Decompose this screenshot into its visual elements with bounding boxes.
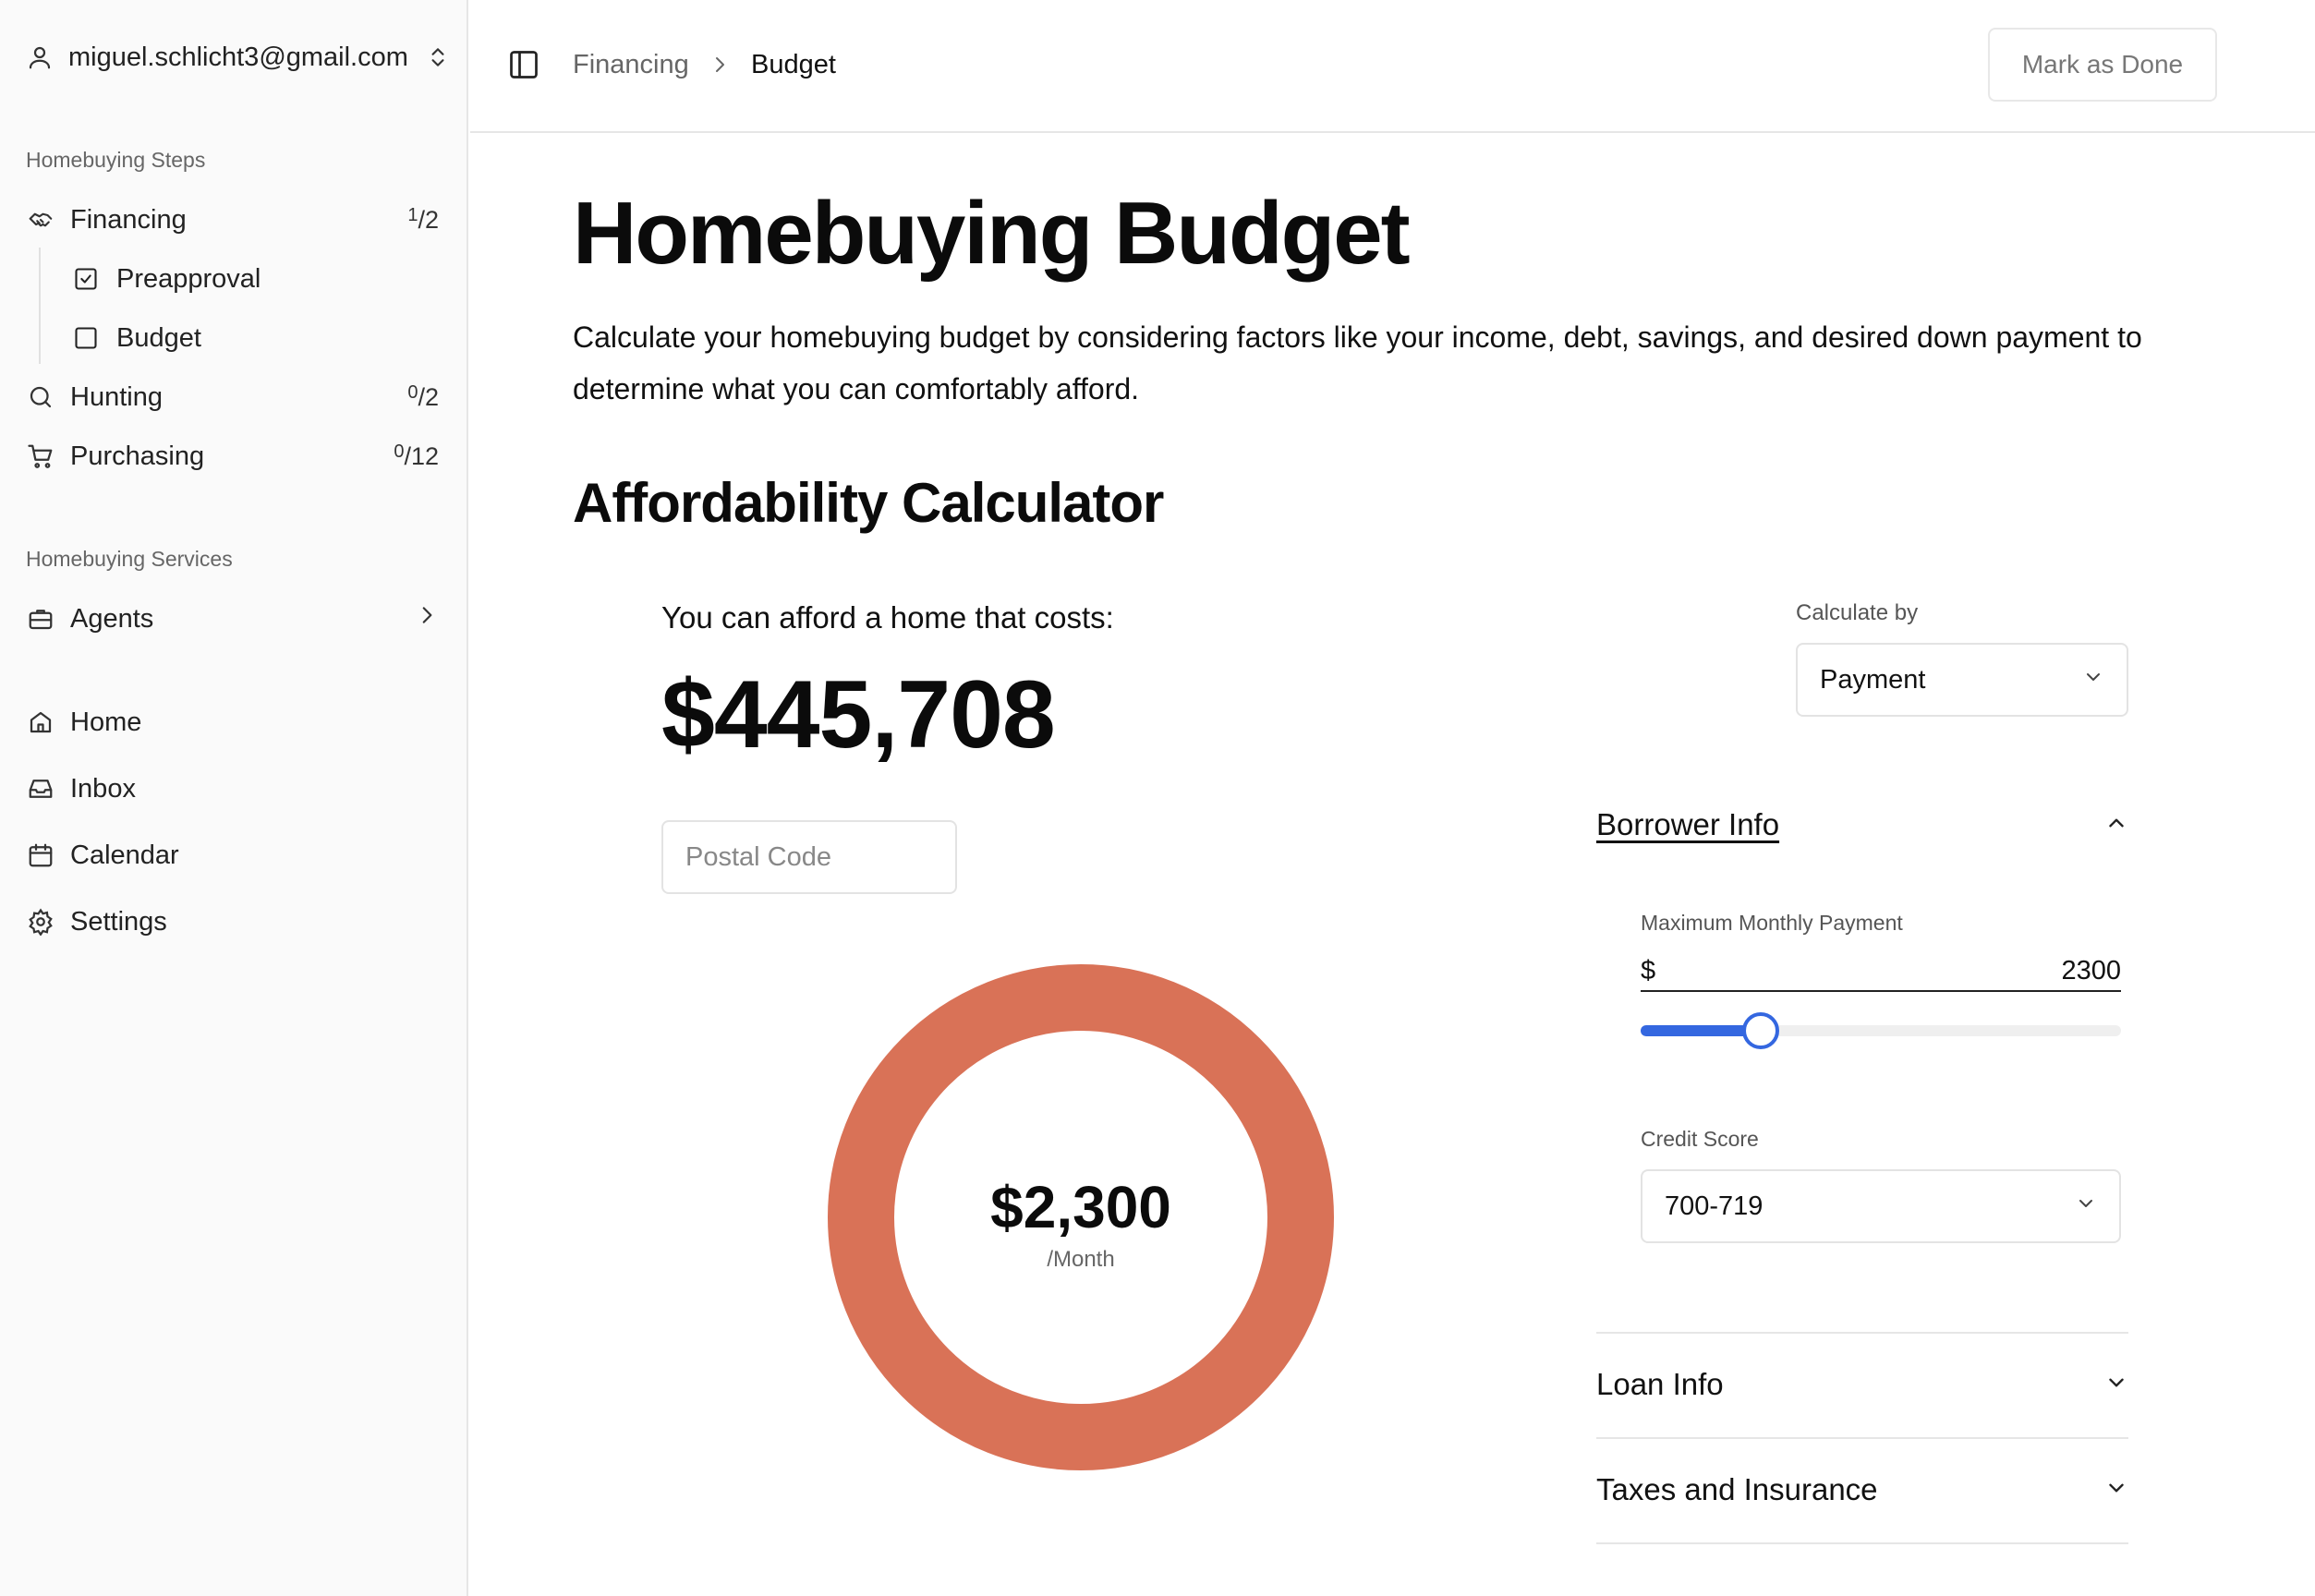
chevron-right-icon	[709, 54, 731, 76]
sidebar-item-label: Inbox	[70, 773, 136, 804]
sidebar-item-financing[interactable]: Financing 1/2	[26, 199, 439, 241]
calculate-by-select[interactable]: Payment	[1796, 643, 2128, 717]
monthly-payment-unit: /Month	[1047, 1247, 1115, 1272]
sidebar-item-settings[interactable]: Settings	[26, 901, 439, 943]
steps-section-label: Homebuying Steps	[26, 148, 206, 172]
max-payment-input[interactable]: $ 2300	[1641, 951, 2121, 992]
sidebar-item-hunting[interactable]: Hunting 0/2	[26, 376, 439, 418]
sidebar-subitem-label: Preapproval	[116, 263, 261, 294]
sidebar-item-label: Purchasing	[70, 441, 205, 471]
accordion-title: Taxes and Insurance	[1596, 1472, 1878, 1506]
calendar-icon	[26, 840, 55, 870]
slider-fill	[1641, 1025, 1761, 1036]
max-payment-slider[interactable]	[1641, 1012, 2121, 1049]
donut-ring	[828, 964, 1334, 1470]
chevron-down-icon	[2104, 1472, 2128, 1507]
account-switcher[interactable]: miguel.schlicht3@gmail.com	[26, 37, 450, 78]
accordion-title: Loan Info	[1596, 1367, 1724, 1401]
sidebar-item-purchasing[interactable]: Purchasing 0/12	[26, 435, 439, 478]
sidebar-item-agents[interactable]: Agents	[26, 598, 439, 640]
tree-line	[39, 248, 41, 364]
taxes-insurance-accordion[interactable]: Taxes and Insurance	[1596, 1472, 2128, 1507]
breadcrumb-parent[interactable]: Financing	[573, 50, 689, 79]
afford-label: You can afford a home that costs:	[661, 600, 1114, 635]
services-section-label: Homebuying Services	[26, 547, 233, 571]
calculator-title: Affordability Calculator	[573, 472, 1164, 534]
chevron-down-icon	[2104, 1367, 2128, 1402]
top-bar: Financing Budget Mark as Done	[470, 0, 2315, 133]
credit-score-value: 700-719	[1665, 1191, 1764, 1221]
sidebar-subitem-budget[interactable]: Budget	[72, 317, 439, 359]
chevron-up-icon	[2104, 807, 2128, 842]
chevron-right-icon	[415, 603, 439, 635]
payment-donut-chart	[828, 964, 1334, 1470]
credit-score-label: Credit Score	[1641, 1127, 1759, 1151]
max-payment-value: 2300	[2061, 955, 2121, 985]
sidebar-item-label: Home	[70, 707, 142, 737]
checkbox-empty-icon	[72, 324, 100, 352]
progress-count: 0/2	[407, 382, 439, 411]
sidebar-subitem-label: Budget	[116, 322, 201, 353]
gear-icon	[26, 907, 55, 937]
chevron-down-icon	[2082, 665, 2104, 695]
divider	[1596, 1437, 2128, 1439]
sidebar-item-inbox[interactable]: Inbox	[26, 768, 439, 810]
sidebar: miguel.schlicht3@gmail.com Homebuying St…	[0, 0, 468, 1596]
checkbox-checked-icon	[72, 265, 100, 293]
afford-value: $445,708	[661, 661, 1056, 768]
briefcase-icon	[26, 604, 55, 634]
page-intro: Calculate your homebuying budget by cons…	[573, 320, 2142, 405]
sidebar-item-home[interactable]: Home	[26, 701, 439, 744]
inbox-icon	[26, 774, 55, 804]
progress-count: 0/12	[394, 441, 439, 470]
accordion-title: Borrower Info	[1596, 807, 1780, 841]
sidebar-item-calendar[interactable]: Calendar	[26, 834, 439, 877]
search-icon	[26, 382, 55, 412]
calculate-by-label: Calculate by	[1796, 600, 1919, 625]
max-payment-label: Maximum Monthly Payment	[1641, 911, 1903, 935]
divider	[1596, 1542, 2128, 1544]
slider-thumb[interactable]	[1742, 1012, 1779, 1049]
home-icon	[26, 707, 55, 737]
chevron-up-down-icon	[426, 43, 450, 71]
page-title: Homebuying Budget	[573, 184, 1411, 283]
sidebar-item-label: Calendar	[70, 840, 179, 870]
breadcrumb-current: Budget	[751, 50, 836, 79]
cart-icon	[26, 441, 55, 471]
chevron-down-icon	[2075, 1191, 2097, 1222]
sidebar-item-label: Financing	[70, 204, 187, 235]
progress-count: 1/2	[407, 205, 439, 234]
divider	[1596, 1332, 2128, 1334]
sidebar-subitem-preapproval[interactable]: Preapproval	[72, 258, 439, 300]
handshake-icon	[26, 205, 55, 235]
sidebar-item-label: Hunting	[70, 381, 163, 412]
mark-as-done-button[interactable]: Mark as Done	[1988, 28, 2217, 102]
account-email: miguel.schlicht3@gmail.com	[68, 42, 408, 72]
sidebar-item-label: Agents	[70, 603, 154, 634]
calculate-by-value: Payment	[1820, 664, 1926, 695]
loan-info-accordion[interactable]: Loan Info	[1596, 1367, 2128, 1402]
postal-code-input[interactable]	[661, 820, 957, 894]
sidebar-toggle-icon[interactable]	[507, 48, 540, 81]
sidebar-item-label: Settings	[70, 906, 167, 937]
monthly-payment-value: $2,300	[990, 1174, 1171, 1240]
borrower-info-accordion[interactable]: Borrower Info	[1596, 807, 2128, 842]
user-icon	[26, 43, 54, 71]
currency-symbol: $	[1641, 955, 1656, 985]
credit-score-select[interactable]: 700-719	[1641, 1169, 2121, 1243]
